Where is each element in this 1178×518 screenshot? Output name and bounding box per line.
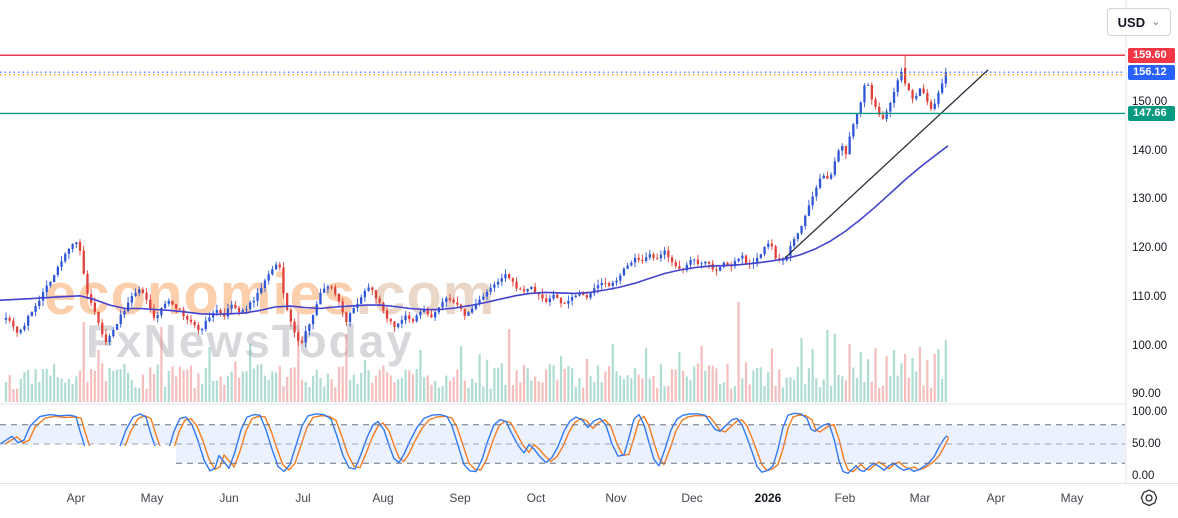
month-label-dec: Dec xyxy=(681,491,703,505)
settings-gear-icon xyxy=(1140,489,1158,507)
separators xyxy=(0,0,1178,484)
oscillator-tick-label: 100.00 xyxy=(1132,406,1168,418)
chevron-down-icon: ⌄ xyxy=(1151,15,1161,28)
price-tag-159.60: 159.60 xyxy=(1128,47,1175,63)
price-tag-147.66: 147.66 xyxy=(1128,105,1175,121)
price-level-lines xyxy=(0,54,1125,115)
watermark-subtitle: FxNewsToday xyxy=(86,315,414,367)
stochastic-k-line xyxy=(0,412,948,475)
month-label-feb: Feb xyxy=(834,491,856,505)
currency-selector[interactable]: USD ⌄ xyxy=(1107,8,1171,36)
overlay-lines xyxy=(0,69,989,316)
oscillator-tick-label: 0.00 xyxy=(1132,470,1155,482)
month-label-apr: Apr xyxy=(66,491,86,505)
candlestick-series xyxy=(4,55,947,348)
month-label-aug: Aug xyxy=(372,491,394,505)
settings-gear-button[interactable] xyxy=(1139,488,1159,508)
price-tick-label: 100.00 xyxy=(1132,339,1168,352)
price-tick-label: 110.00 xyxy=(1132,290,1167,303)
volume-series xyxy=(4,302,947,402)
price-tick-label: 140.00 xyxy=(1132,144,1168,157)
month-label-jul: Jul xyxy=(295,491,311,505)
currency-label: USD xyxy=(1117,14,1146,30)
trendline xyxy=(784,69,989,259)
month-label-jun: Jun xyxy=(219,491,239,505)
price-tick-label: 130.00 xyxy=(1132,193,1168,206)
month-label-sep: Sep xyxy=(449,491,471,505)
oscillator-tick-label: 50.00 xyxy=(1132,438,1161,450)
month-label-oct: Oct xyxy=(526,491,546,505)
price-tick-label: 120.00 xyxy=(1132,242,1168,255)
price-tick-label: 150.00 xyxy=(1132,96,1168,108)
month-label-nov: Nov xyxy=(605,491,627,505)
month-label-mar: Mar xyxy=(909,491,931,505)
price-tag-156.12: 156.12 xyxy=(1128,64,1175,80)
month-label-apr: Apr xyxy=(986,491,1006,505)
stochastic-pane xyxy=(0,412,1125,484)
month-label-may: May xyxy=(140,491,164,505)
month-label-2026: 2026 xyxy=(754,491,782,505)
month-label-may: May xyxy=(1060,491,1084,505)
price-tick-label: 90.00 xyxy=(1132,388,1161,401)
moving-average-line xyxy=(0,145,949,316)
